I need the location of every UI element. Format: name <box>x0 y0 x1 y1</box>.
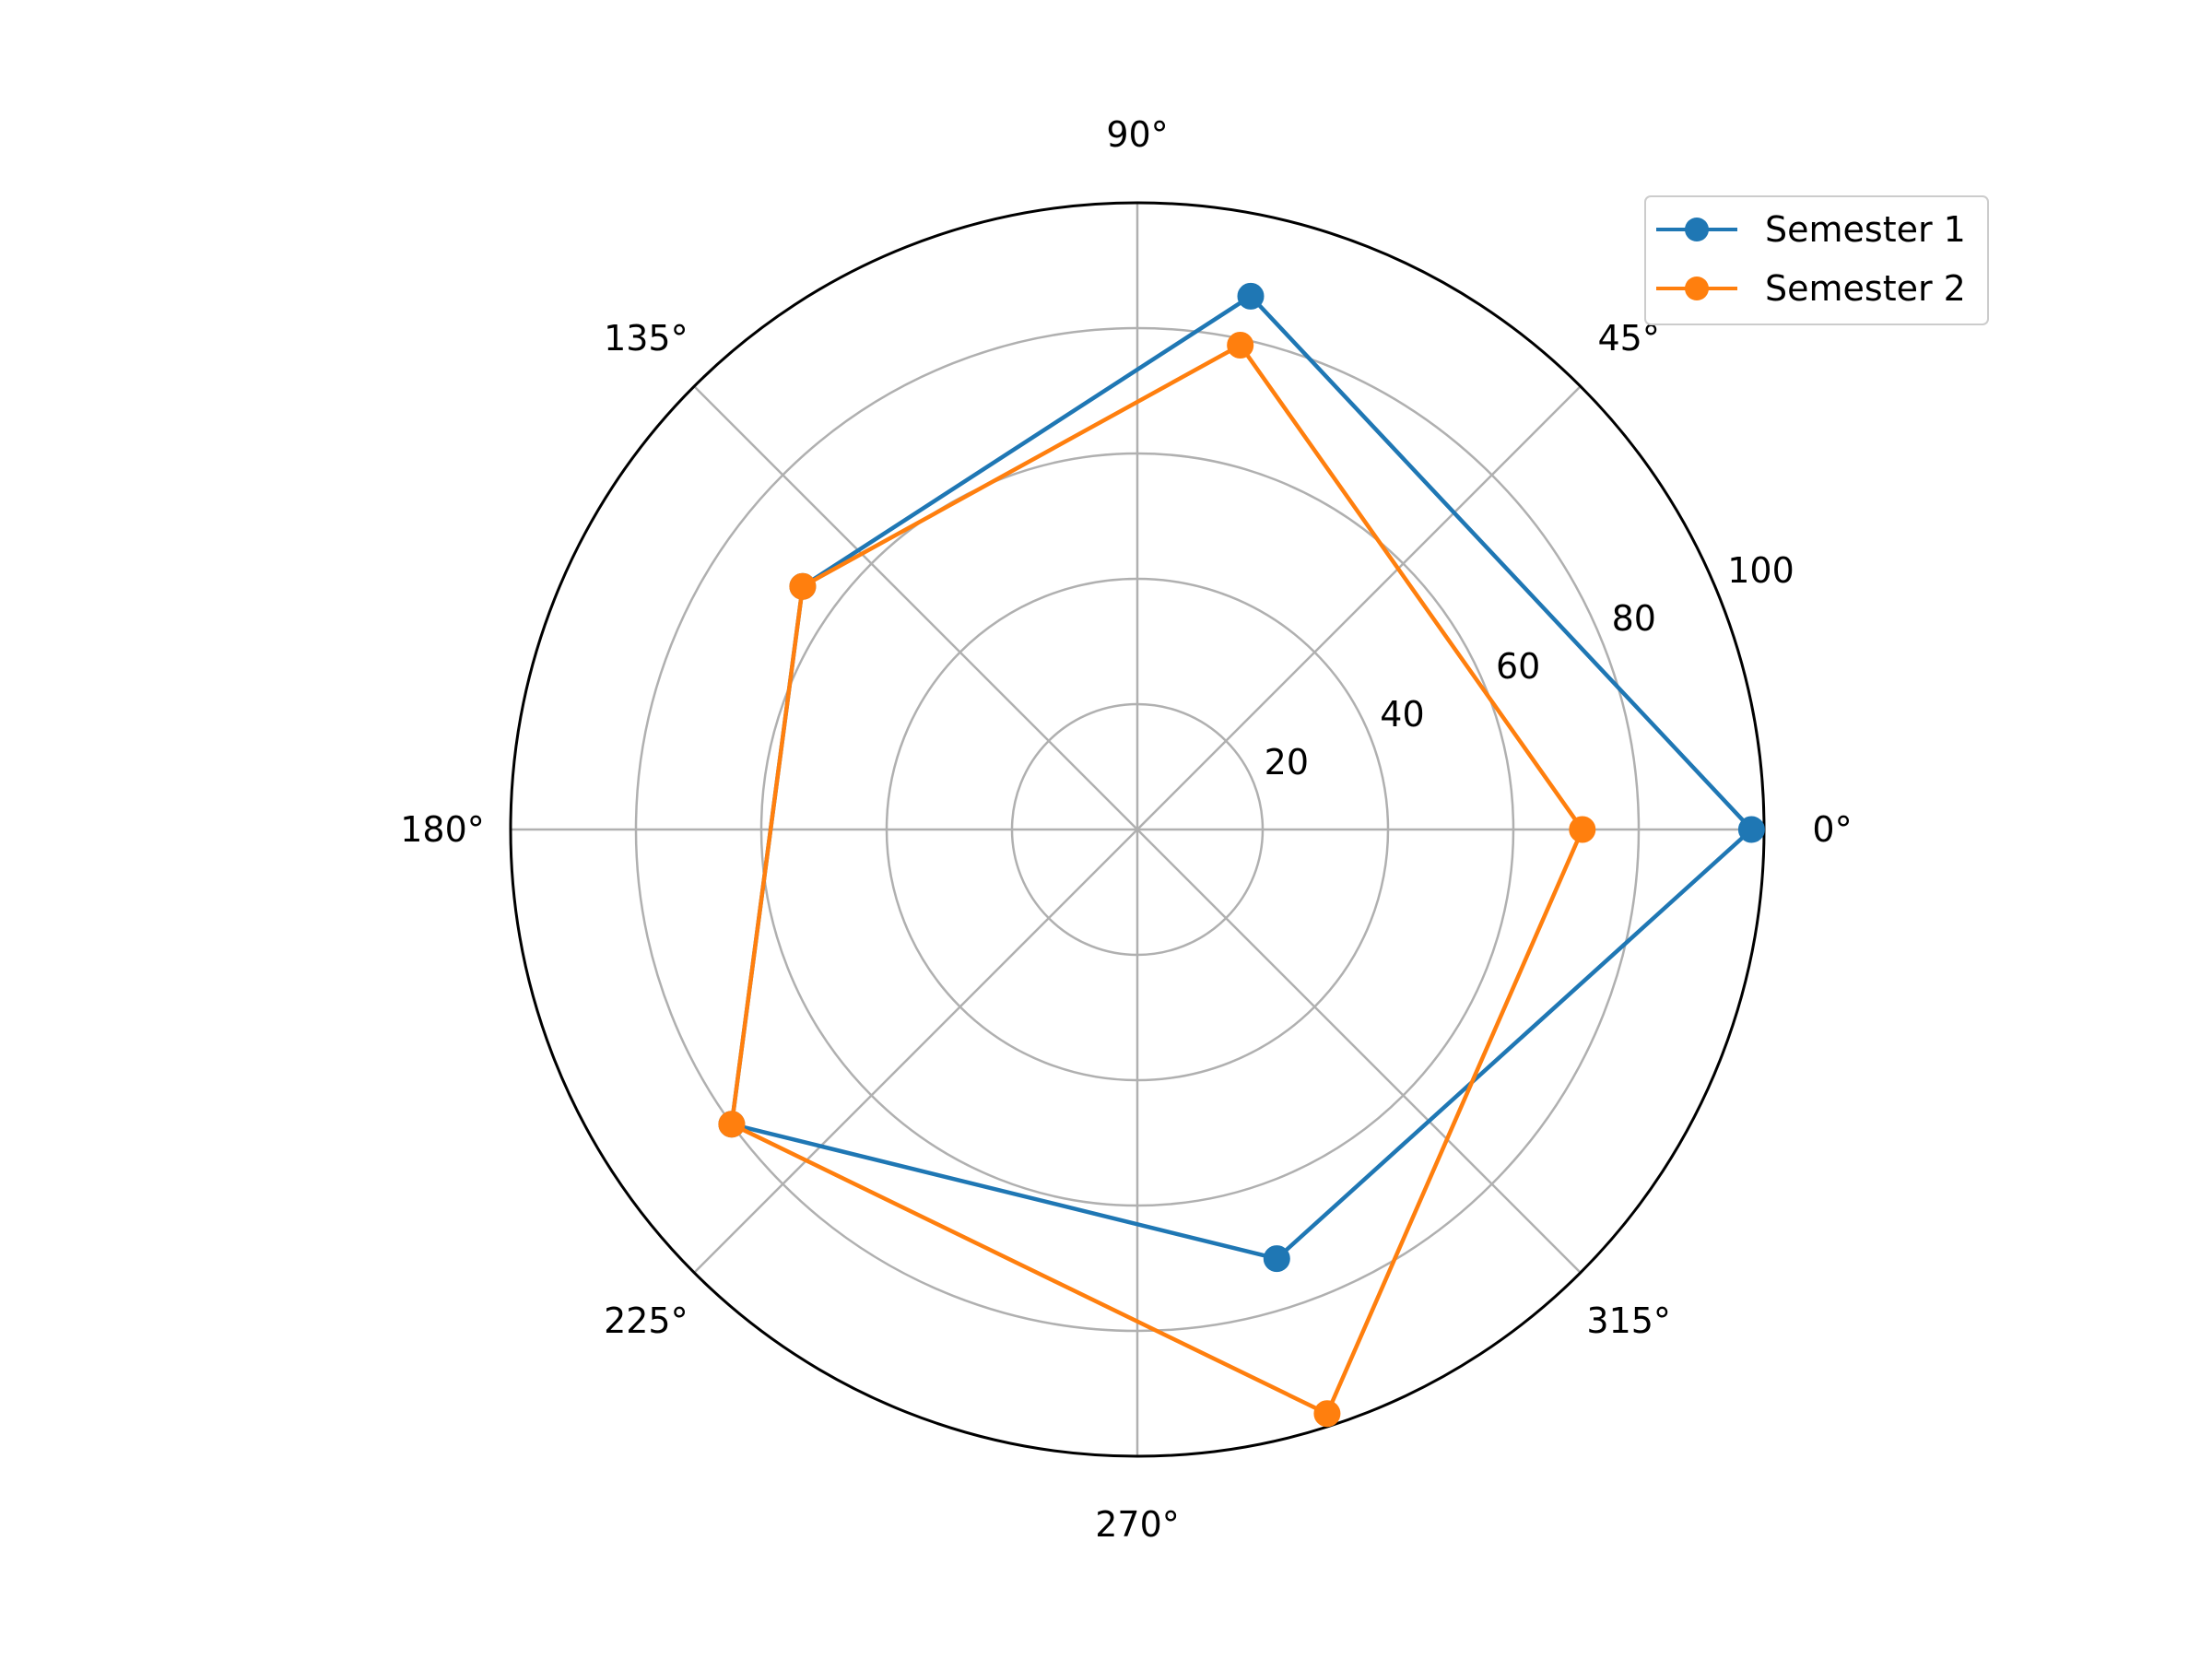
angular-tick-label: 90° <box>1106 114 1168 155</box>
radial-tick-label: 100 <box>1727 550 1794 591</box>
legend-label: Semester 1 <box>1765 209 1966 250</box>
data-point <box>1569 816 1596 843</box>
legend-entry-semester-1: Semester 1 <box>1656 209 1966 250</box>
radial-tick-label: 20 <box>1265 742 1309 782</box>
angular-tick-label: 315° <box>1586 1300 1671 1341</box>
series-line <box>729 343 1584 1417</box>
angular-gridline <box>693 829 1138 1274</box>
angular-tick-label: 225° <box>604 1300 688 1341</box>
legend-marker <box>1685 218 1709 241</box>
angular-tick-label: 180° <box>400 809 485 850</box>
legend-marker <box>1685 276 1709 300</box>
radial-tick-label: 60 <box>1496 646 1540 687</box>
polar-grid <box>511 203 1764 1456</box>
angular-gridline <box>1136 829 1582 1274</box>
angular-gridline <box>693 385 1138 830</box>
data-point <box>789 572 817 600</box>
data-point <box>1737 816 1765 843</box>
data-point <box>718 1111 746 1138</box>
data-point <box>1313 1400 1341 1428</box>
angular-tick-label: 0° <box>1812 809 1852 850</box>
angular-tick-label: 270° <box>1095 1504 1180 1545</box>
data-series <box>718 282 1765 1428</box>
legend: Semester 1 Semester 2 <box>1644 195 1989 325</box>
data-point <box>1263 1245 1290 1273</box>
angular-tick-label: 135° <box>604 318 688 359</box>
legend-label: Semester 2 <box>1765 268 1966 309</box>
series-semester-2 <box>718 332 1596 1428</box>
radial-tick-label: 40 <box>1380 694 1424 735</box>
radial-tick-label: 80 <box>1612 598 1656 639</box>
data-point <box>1237 282 1265 310</box>
data-point <box>1227 332 1254 359</box>
angular-gridline <box>1136 385 1582 830</box>
legend-entry-semester-2: Semester 2 <box>1656 268 1966 309</box>
